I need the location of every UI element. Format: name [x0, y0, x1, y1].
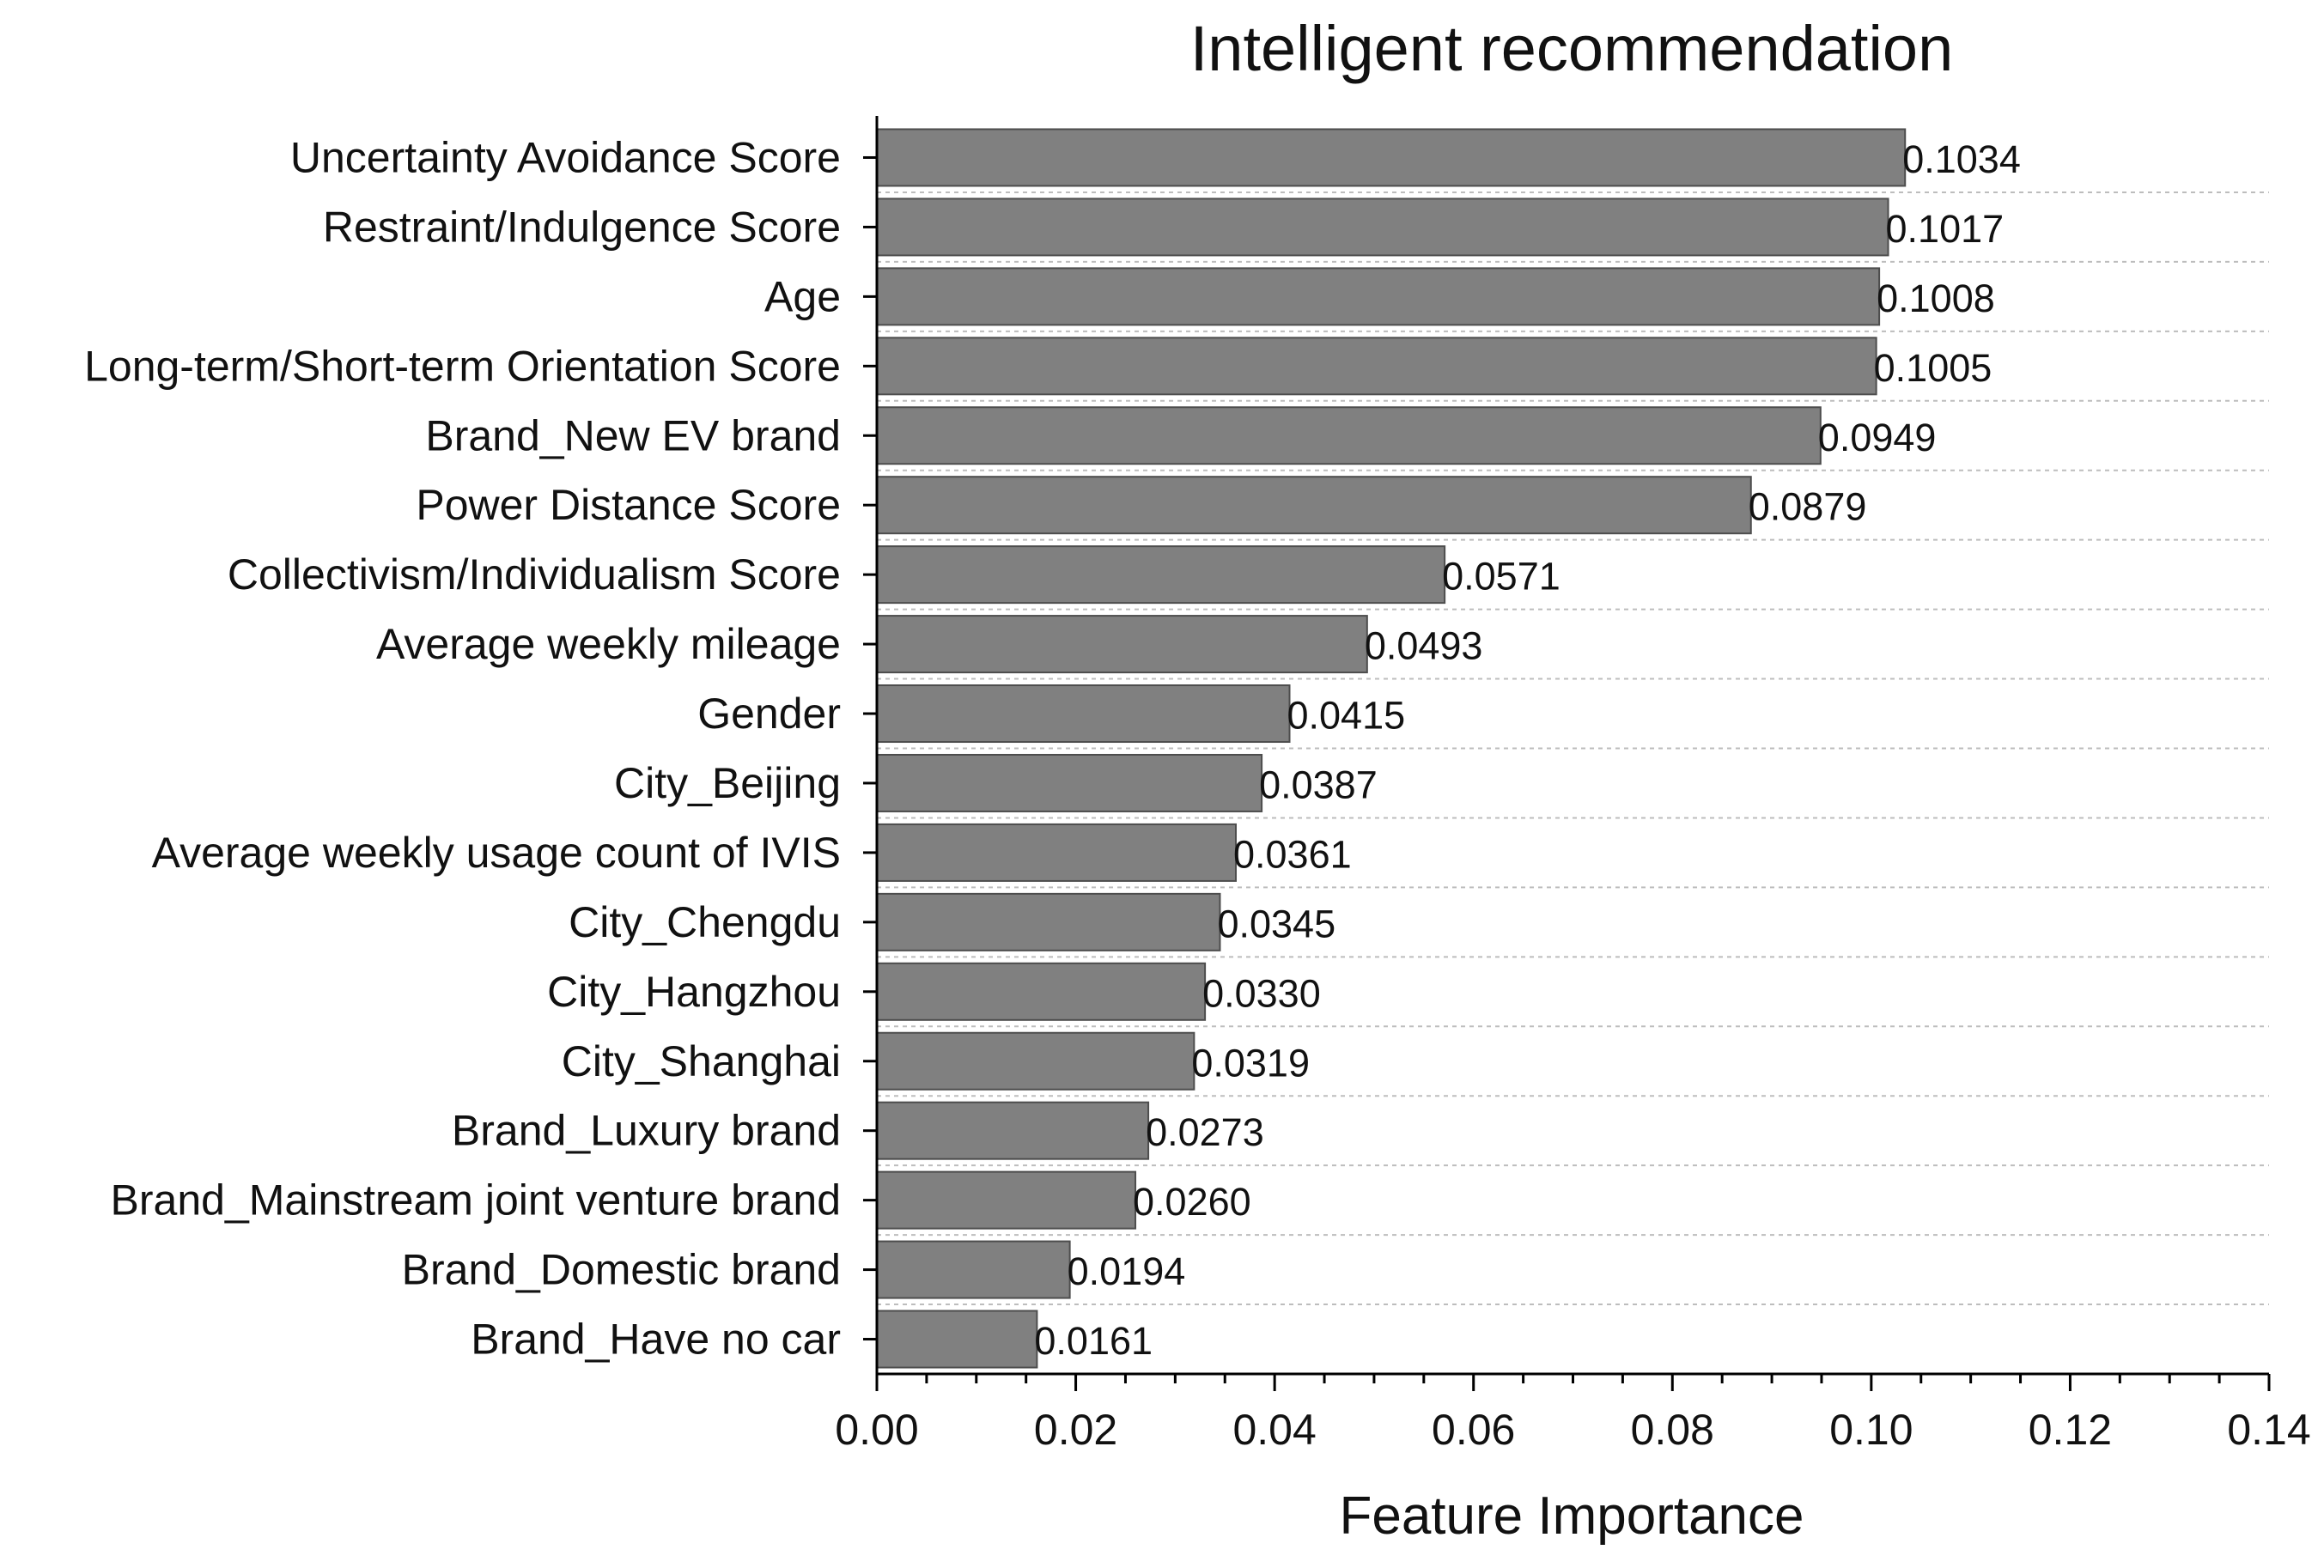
category-label: Brand_Domestic brand [402, 1246, 841, 1294]
category-label: Brand_Have no car [471, 1316, 841, 1364]
value-label: 0.0387 [1259, 763, 1378, 806]
x-tick-label: 0.04 [1232, 1406, 1316, 1454]
value-label: 0.0415 [1287, 694, 1406, 738]
category-label: City_Hangzhou [547, 968, 841, 1016]
value-label: 0.0571 [1442, 555, 1560, 599]
x-tick-label: 0.14 [2227, 1406, 2310, 1454]
category-label: Long-term/Short-term Orientation Score [84, 342, 841, 390]
value-label: 0.0260 [1133, 1180, 1251, 1224]
bar [876, 267, 1881, 326]
bar [876, 198, 1889, 257]
value-label: 0.0361 [1233, 832, 1352, 876]
value-label: 0.0949 [1818, 416, 1937, 459]
category-label: Power Distance Score [416, 481, 841, 529]
grid-lines [877, 191, 2269, 1306]
value-label: 0.0161 [1034, 1319, 1153, 1363]
category-label: City_Chengdu [569, 898, 841, 946]
x-tick-label: 0.02 [1034, 1406, 1117, 1454]
value-label: 0.1005 [1874, 346, 1992, 390]
x-tick-label: 0.12 [2029, 1406, 2112, 1454]
labels: Uncertainty Avoidance Score 0.1034 Restrai… [84, 133, 2311, 1454]
value-label: 0.0273 [1146, 1110, 1264, 1154]
bar [876, 1170, 1137, 1230]
value-label: 0.0879 [1749, 485, 1867, 529]
value-label: 0.1017 [1886, 207, 2005, 251]
bar [876, 1310, 1038, 1369]
bar [876, 962, 1207, 1021]
axes [863, 116, 2271, 1391]
category-label: Average weekly usage count of IVIS [152, 829, 841, 877]
category-label: Restraint/Indulgence Score [323, 203, 841, 251]
bar [876, 753, 1263, 812]
bar [876, 1031, 1195, 1091]
bar [876, 615, 1368, 674]
value-label: 0.1034 [1902, 137, 2021, 181]
x-tick-label: 0.08 [1631, 1406, 1714, 1454]
x-axis-title: Feature Importance [1339, 1486, 1804, 1546]
category-label: Brand_Luxury brand [452, 1107, 841, 1155]
x-tick-label: 0.10 [1829, 1406, 1913, 1454]
bar [876, 476, 1752, 535]
category-label: Brand_New EV brand [425, 411, 841, 459]
x-tick-label: 0.06 [1432, 1406, 1515, 1454]
bar [876, 128, 1907, 187]
category-label: Gender [697, 690, 841, 738]
bar [876, 1101, 1150, 1160]
value-label: 0.0319 [1191, 1041, 1310, 1085]
category-label: Average weekly mileage [376, 620, 841, 668]
value-label: 0.0330 [1202, 971, 1321, 1015]
bars [876, 128, 1907, 1369]
bar [876, 545, 1446, 605]
bar [876, 337, 1877, 396]
category-label: City_Beijing [614, 759, 841, 807]
bar [876, 406, 1822, 465]
chart-title: Intelligent recommendation [1190, 13, 1954, 84]
value-label: 0.0194 [1068, 1249, 1186, 1293]
bar [876, 823, 1237, 882]
category-label: Collectivism/Individualism Score [228, 550, 841, 599]
value-label: 0.1008 [1877, 277, 1995, 320]
x-tick-label: 0.00 [835, 1406, 918, 1454]
category-label: Brand_Mainstream joint venture brand [111, 1176, 841, 1225]
value-label: 0.0493 [1365, 624, 1483, 668]
category-label: Age [764, 272, 841, 320]
bar [876, 1240, 1071, 1299]
value-label: 0.0345 [1217, 902, 1335, 945]
category-label: City_Shanghai [562, 1037, 841, 1085]
bar [876, 684, 1291, 744]
category-label: Uncertainty Avoidance Score [290, 133, 841, 181]
bar [876, 892, 1221, 951]
